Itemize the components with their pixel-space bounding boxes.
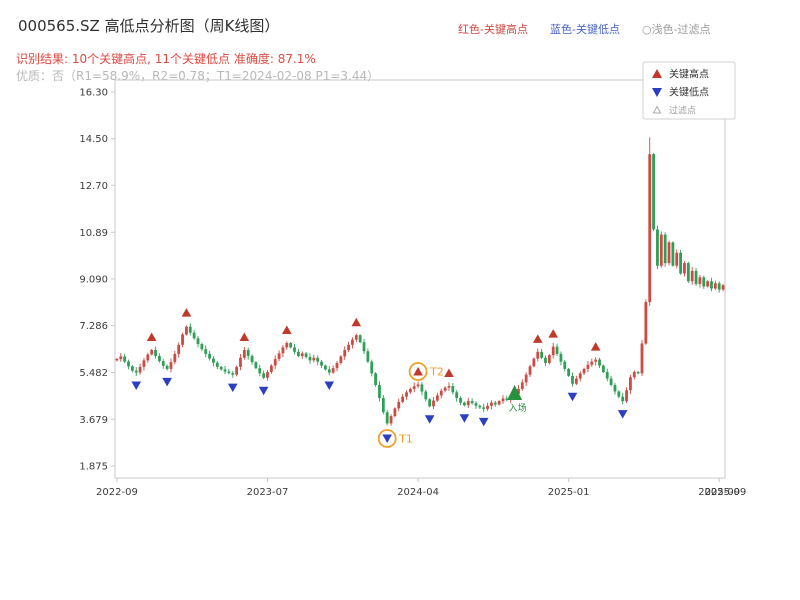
color-legend: 红色-关键高点 蓝色-关键低点 ○浅色-过滤点: [458, 21, 711, 37]
svg-text:3.679: 3.679: [79, 415, 108, 426]
svg-text:9.090: 9.090: [79, 274, 108, 285]
legend-red-key-high: 红色-关键高点: [458, 23, 528, 36]
key-high-triangle-icon: [652, 69, 662, 78]
t1-circle-icon: [377, 429, 397, 448]
legend-blue-key-low: 蓝色-关键低点: [549, 23, 620, 36]
svg-text:7.286: 7.286: [79, 321, 108, 332]
svg-text:2025-09: 2025-09: [704, 487, 746, 498]
chart-legend-label: 过滤点: [669, 105, 696, 117]
recognition-result: 识别结果: 10个关键高点, 11个关键低点 准确度: 87.1%: [16, 52, 316, 66]
svg-text:2022-09: 2022-09: [96, 487, 138, 498]
annotations: T1 T2 入场: [377, 362, 527, 448]
chart-legend-box: [642, 61, 736, 120]
svg-text:1.875: 1.875: [79, 462, 108, 473]
svg-text:2025-01: 2025-01: [548, 487, 590, 498]
svg-text:2023-07: 2023-07: [247, 487, 289, 498]
chart-legend-label: 关键高点: [669, 68, 709, 81]
key-low-triangle-icon: [652, 88, 662, 97]
x-axis: 2022-09 2023-07 2024-04 2025-01 2025-092025-…: [96, 478, 746, 498]
svg-text:5.482: 5.482: [79, 368, 108, 379]
svg-text:12.70: 12.70: [79, 181, 108, 192]
legend-light-filter-point: ○浅色-过滤点: [641, 23, 711, 36]
svg-text:10.89: 10.89: [79, 228, 108, 239]
chart-legend-label: 关键低点: [669, 86, 709, 99]
svg-text:14.50: 14.50: [79, 134, 108, 145]
entry-label: 入场: [509, 403, 527, 414]
candlesticks: [115, 137, 725, 426]
plot-frame: [114, 79, 726, 479]
page-title: 000565.SZ 高低点分析图（周K线图）: [18, 17, 280, 35]
svg-text:2025-09: 2025-09: [698, 487, 740, 498]
entry-triangle-icon: [507, 385, 523, 401]
key-low-markers: [131, 377, 628, 443]
key-high-markers: [146, 308, 601, 378]
filter-point-triangle-icon: [652, 105, 662, 114]
svg-text:2024-04: 2024-04: [397, 487, 439, 498]
t2-label: T2: [429, 365, 444, 378]
y-axis: 16.30 14.50 12.70 10.89 9.090 7.286 5.482 3.679…: [79, 87, 115, 473]
t1-label: T1: [398, 432, 413, 445]
t2-circle-icon: [408, 362, 428, 381]
svg-text:16.30: 16.30: [79, 87, 108, 98]
